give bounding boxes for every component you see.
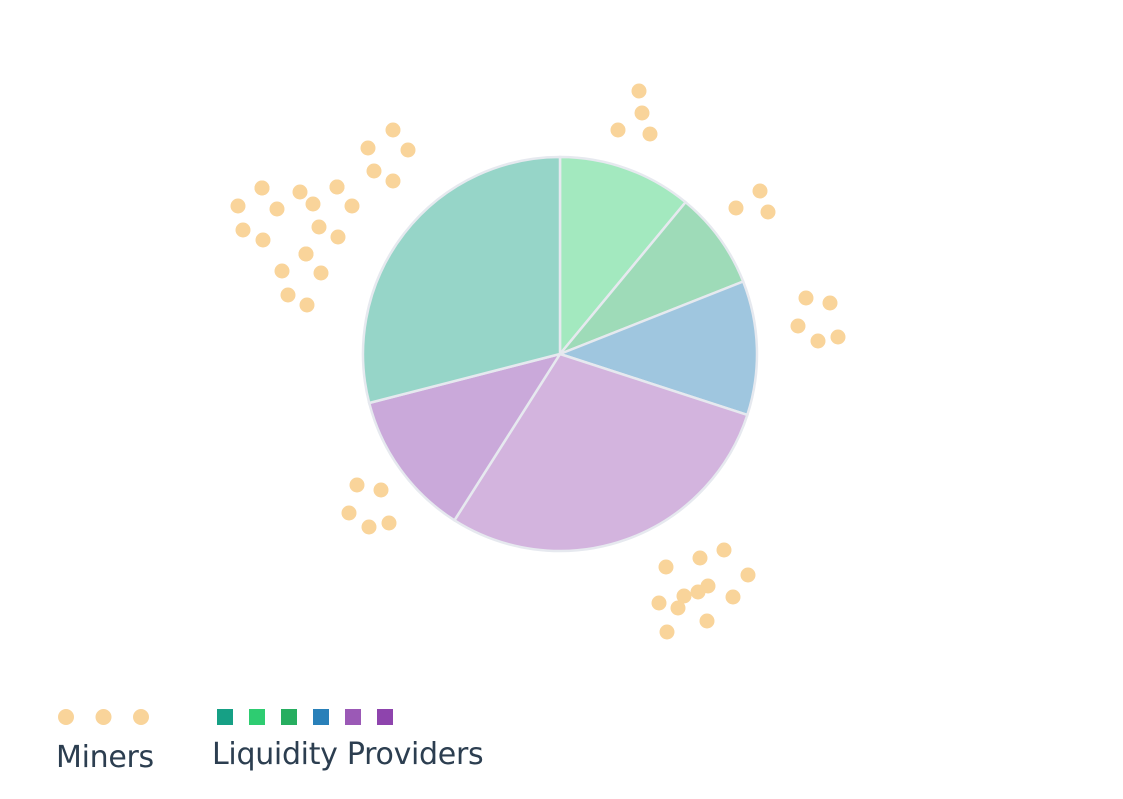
miner-dot (752, 183, 768, 199)
legend-provider-marker-3 (313, 709, 329, 725)
pie-slice-1 (559, 200, 745, 356)
legend-provider-marker-2 (281, 709, 297, 725)
miner-dot (822, 295, 838, 311)
legend-label-miners: Miners (56, 740, 154, 775)
miner-dot (690, 584, 706, 600)
miner-dot (760, 204, 776, 220)
miner-dot (329, 179, 345, 195)
miner-dot (341, 505, 357, 521)
miner-dot (385, 122, 401, 138)
miner-dot (692, 550, 708, 566)
legend-provider-marker-4 (345, 709, 361, 725)
miner-dot (361, 519, 377, 535)
legend-provider-marker-5 (377, 709, 393, 725)
miner-dot (830, 329, 846, 345)
miner-dot (385, 173, 401, 189)
miner-dot (235, 222, 251, 238)
miner-dot (728, 200, 744, 216)
miner-dot (610, 122, 626, 138)
legend-provider-marker-0 (217, 709, 233, 725)
miner-dot (344, 198, 360, 214)
miner-dot (292, 184, 308, 200)
miner-dot (381, 515, 397, 531)
miner-dot (269, 201, 285, 217)
miner-dot (740, 567, 756, 583)
miner-dot (790, 318, 806, 334)
miner-dot (676, 588, 692, 604)
legend-markers (58, 709, 393, 725)
miner-dot (366, 163, 382, 179)
miner-dot (280, 287, 296, 303)
miner-dot (798, 290, 814, 306)
miner-dot (298, 246, 314, 262)
miner-dot (299, 297, 315, 313)
legend-miner-marker (133, 709, 149, 725)
miner-dot (670, 600, 686, 616)
miner-dot (631, 83, 647, 99)
miner-dot (651, 595, 667, 611)
legend-miner-marker (58, 709, 74, 725)
miner-dot (400, 142, 416, 158)
miner-dot (634, 105, 650, 121)
miner-dot (360, 140, 376, 156)
miner-dot (254, 180, 270, 196)
miner-dot (659, 624, 675, 640)
miner-dot (255, 232, 271, 248)
pie-slice-5 (361, 155, 562, 405)
legend-provider-marker-1 (249, 709, 265, 725)
miner-dot (274, 263, 290, 279)
miner-dot (305, 196, 321, 212)
pie-slice-3 (452, 352, 749, 553)
miner-dot (716, 542, 732, 558)
miner-dot (658, 559, 674, 575)
miner-dot (313, 265, 329, 281)
legend-miner-marker (95, 709, 112, 725)
pie-slice-2 (556, 279, 759, 417)
miner-dot (349, 477, 365, 493)
miner-dot (699, 613, 715, 629)
miner-dot (725, 589, 741, 605)
miner-dot (810, 333, 826, 349)
miner-dot (373, 482, 389, 498)
miner-dot (311, 219, 327, 235)
pie-slices (361, 155, 759, 553)
miner-dot (330, 229, 346, 245)
miner-dot (642, 126, 658, 142)
legend-label-liquidity-providers: Liquidity Providers (212, 737, 484, 772)
miner-dot (230, 198, 246, 214)
pie-slice-4 (367, 352, 563, 523)
pie-slice-0 (558, 155, 688, 358)
miner-dots (230, 83, 846, 640)
